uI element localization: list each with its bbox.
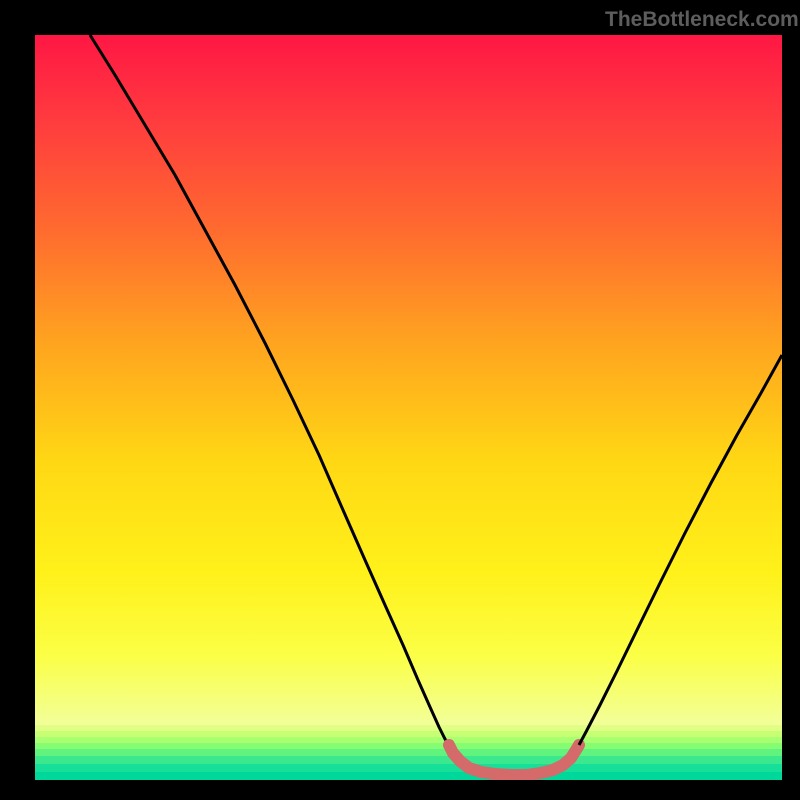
plot-area [35, 35, 782, 780]
curve-right_curve [579, 355, 782, 745]
watermark-text: TheBottleneck.com [605, 8, 799, 32]
curve-left_curve [90, 35, 449, 745]
curve-overlay [35, 35, 782, 780]
curve-valley_thick [449, 745, 579, 775]
chart-frame: TheBottleneck.com [0, 0, 800, 800]
